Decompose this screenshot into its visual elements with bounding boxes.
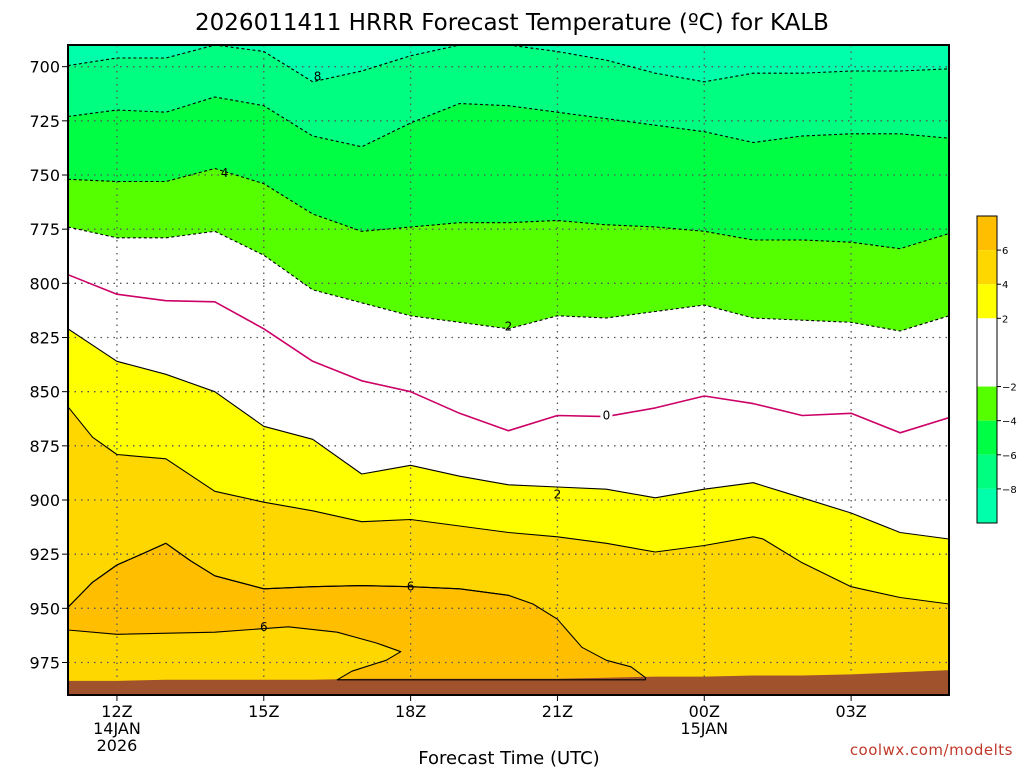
colorbar-swatch xyxy=(977,420,997,455)
plot-grid xyxy=(68,45,949,695)
pressure-axis: 700 725 750 775 800 825 850 875 900 925 950 975 xyxy=(29,58,68,673)
y-tick-label: 750 xyxy=(29,166,60,185)
colorbar-swatch xyxy=(977,454,997,489)
contour-line-minus2-5 xyxy=(68,226,949,332)
contour-label: 6 xyxy=(260,620,268,634)
y-tick-label: 925 xyxy=(29,545,60,564)
x-tick-label: 14JAN xyxy=(93,719,141,738)
colorbar-tick-label: 6 xyxy=(1002,246,1008,257)
contour-label: 6 xyxy=(407,580,415,594)
y-tick-label: 975 xyxy=(29,654,60,673)
x-tick-label: 12Z xyxy=(101,702,132,721)
contour-line-minus8-8 xyxy=(68,45,949,83)
ground-fill xyxy=(68,670,949,695)
contour-line-0-4 xyxy=(68,273,949,434)
y-tick-label: 825 xyxy=(29,329,60,348)
fill-band-above-6 xyxy=(68,543,646,680)
contour-label: 2 xyxy=(505,320,513,334)
isotherm-contours xyxy=(68,45,949,681)
x-tick-label: 03Z xyxy=(835,702,866,721)
contour-line-6-1 xyxy=(68,542,509,608)
colorbar-swatch xyxy=(977,488,997,523)
y-tick-label: 775 xyxy=(29,220,60,239)
y-tick-label: 700 xyxy=(29,58,60,77)
x-tick-label: 15JAN xyxy=(680,719,728,738)
colorbar-tick-label: −4 xyxy=(1002,417,1017,428)
x-tick-label: 21Z xyxy=(542,702,573,721)
contour-line-2-3 xyxy=(68,328,949,540)
y-tick-label: 950 xyxy=(29,599,60,618)
colorbar-tick-label: −2 xyxy=(1002,383,1017,394)
colorbar-swatch xyxy=(977,250,997,285)
colorbar-swatch xyxy=(977,386,997,421)
colorbar-tick-label: 2 xyxy=(1002,314,1008,325)
colorbar-swatch xyxy=(977,284,997,319)
colorbar-tick-label: −6 xyxy=(1002,451,1017,462)
contour-label: 0 xyxy=(603,409,611,423)
contour-label: 4 xyxy=(221,166,229,180)
contour-label-bg xyxy=(600,408,613,422)
y-tick-label: 850 xyxy=(29,383,60,402)
contour-line-minus6-7 xyxy=(68,96,949,148)
colorbar-swatch xyxy=(977,318,997,387)
colorbar-legend: 6 4 2 −2 −4 −6 −8 xyxy=(976,215,1017,524)
x-tick-label: 00Z xyxy=(689,702,720,721)
x-tick-label: 15Z xyxy=(248,702,279,721)
colorbar-tick-label: −8 xyxy=(1002,485,1017,496)
ground-surface xyxy=(68,670,949,695)
plot-frame xyxy=(67,44,950,696)
temperature-fill-layers xyxy=(68,45,949,695)
isotherm-labels: 6 6 2 0 2 4 8 xyxy=(221,69,613,634)
x-axis-label: Forecast Time (UTC) xyxy=(418,748,599,768)
contour-line-4-2 xyxy=(68,406,949,605)
x-tick-label: 2026 xyxy=(97,736,138,755)
y-tick-label: 875 xyxy=(29,437,60,456)
y-tick-label: 725 xyxy=(29,112,60,131)
chart-title: 2026011411 HRRR Forecast Temperature (ºC… xyxy=(195,10,829,36)
contour-label: 8 xyxy=(314,69,322,83)
contour-label: 2 xyxy=(554,488,562,502)
y-tick-label: 900 xyxy=(29,491,60,510)
colorbar-tick-label: 4 xyxy=(1002,280,1008,291)
colorbar-frame xyxy=(976,215,998,524)
y-tick-label: 800 xyxy=(29,274,60,293)
contour-line-minus4-6 xyxy=(68,167,949,250)
credit-text: coolwx.com/modelts xyxy=(850,741,1013,759)
x-tick-label: 18Z xyxy=(395,702,426,721)
colorbar-swatch xyxy=(977,216,997,251)
